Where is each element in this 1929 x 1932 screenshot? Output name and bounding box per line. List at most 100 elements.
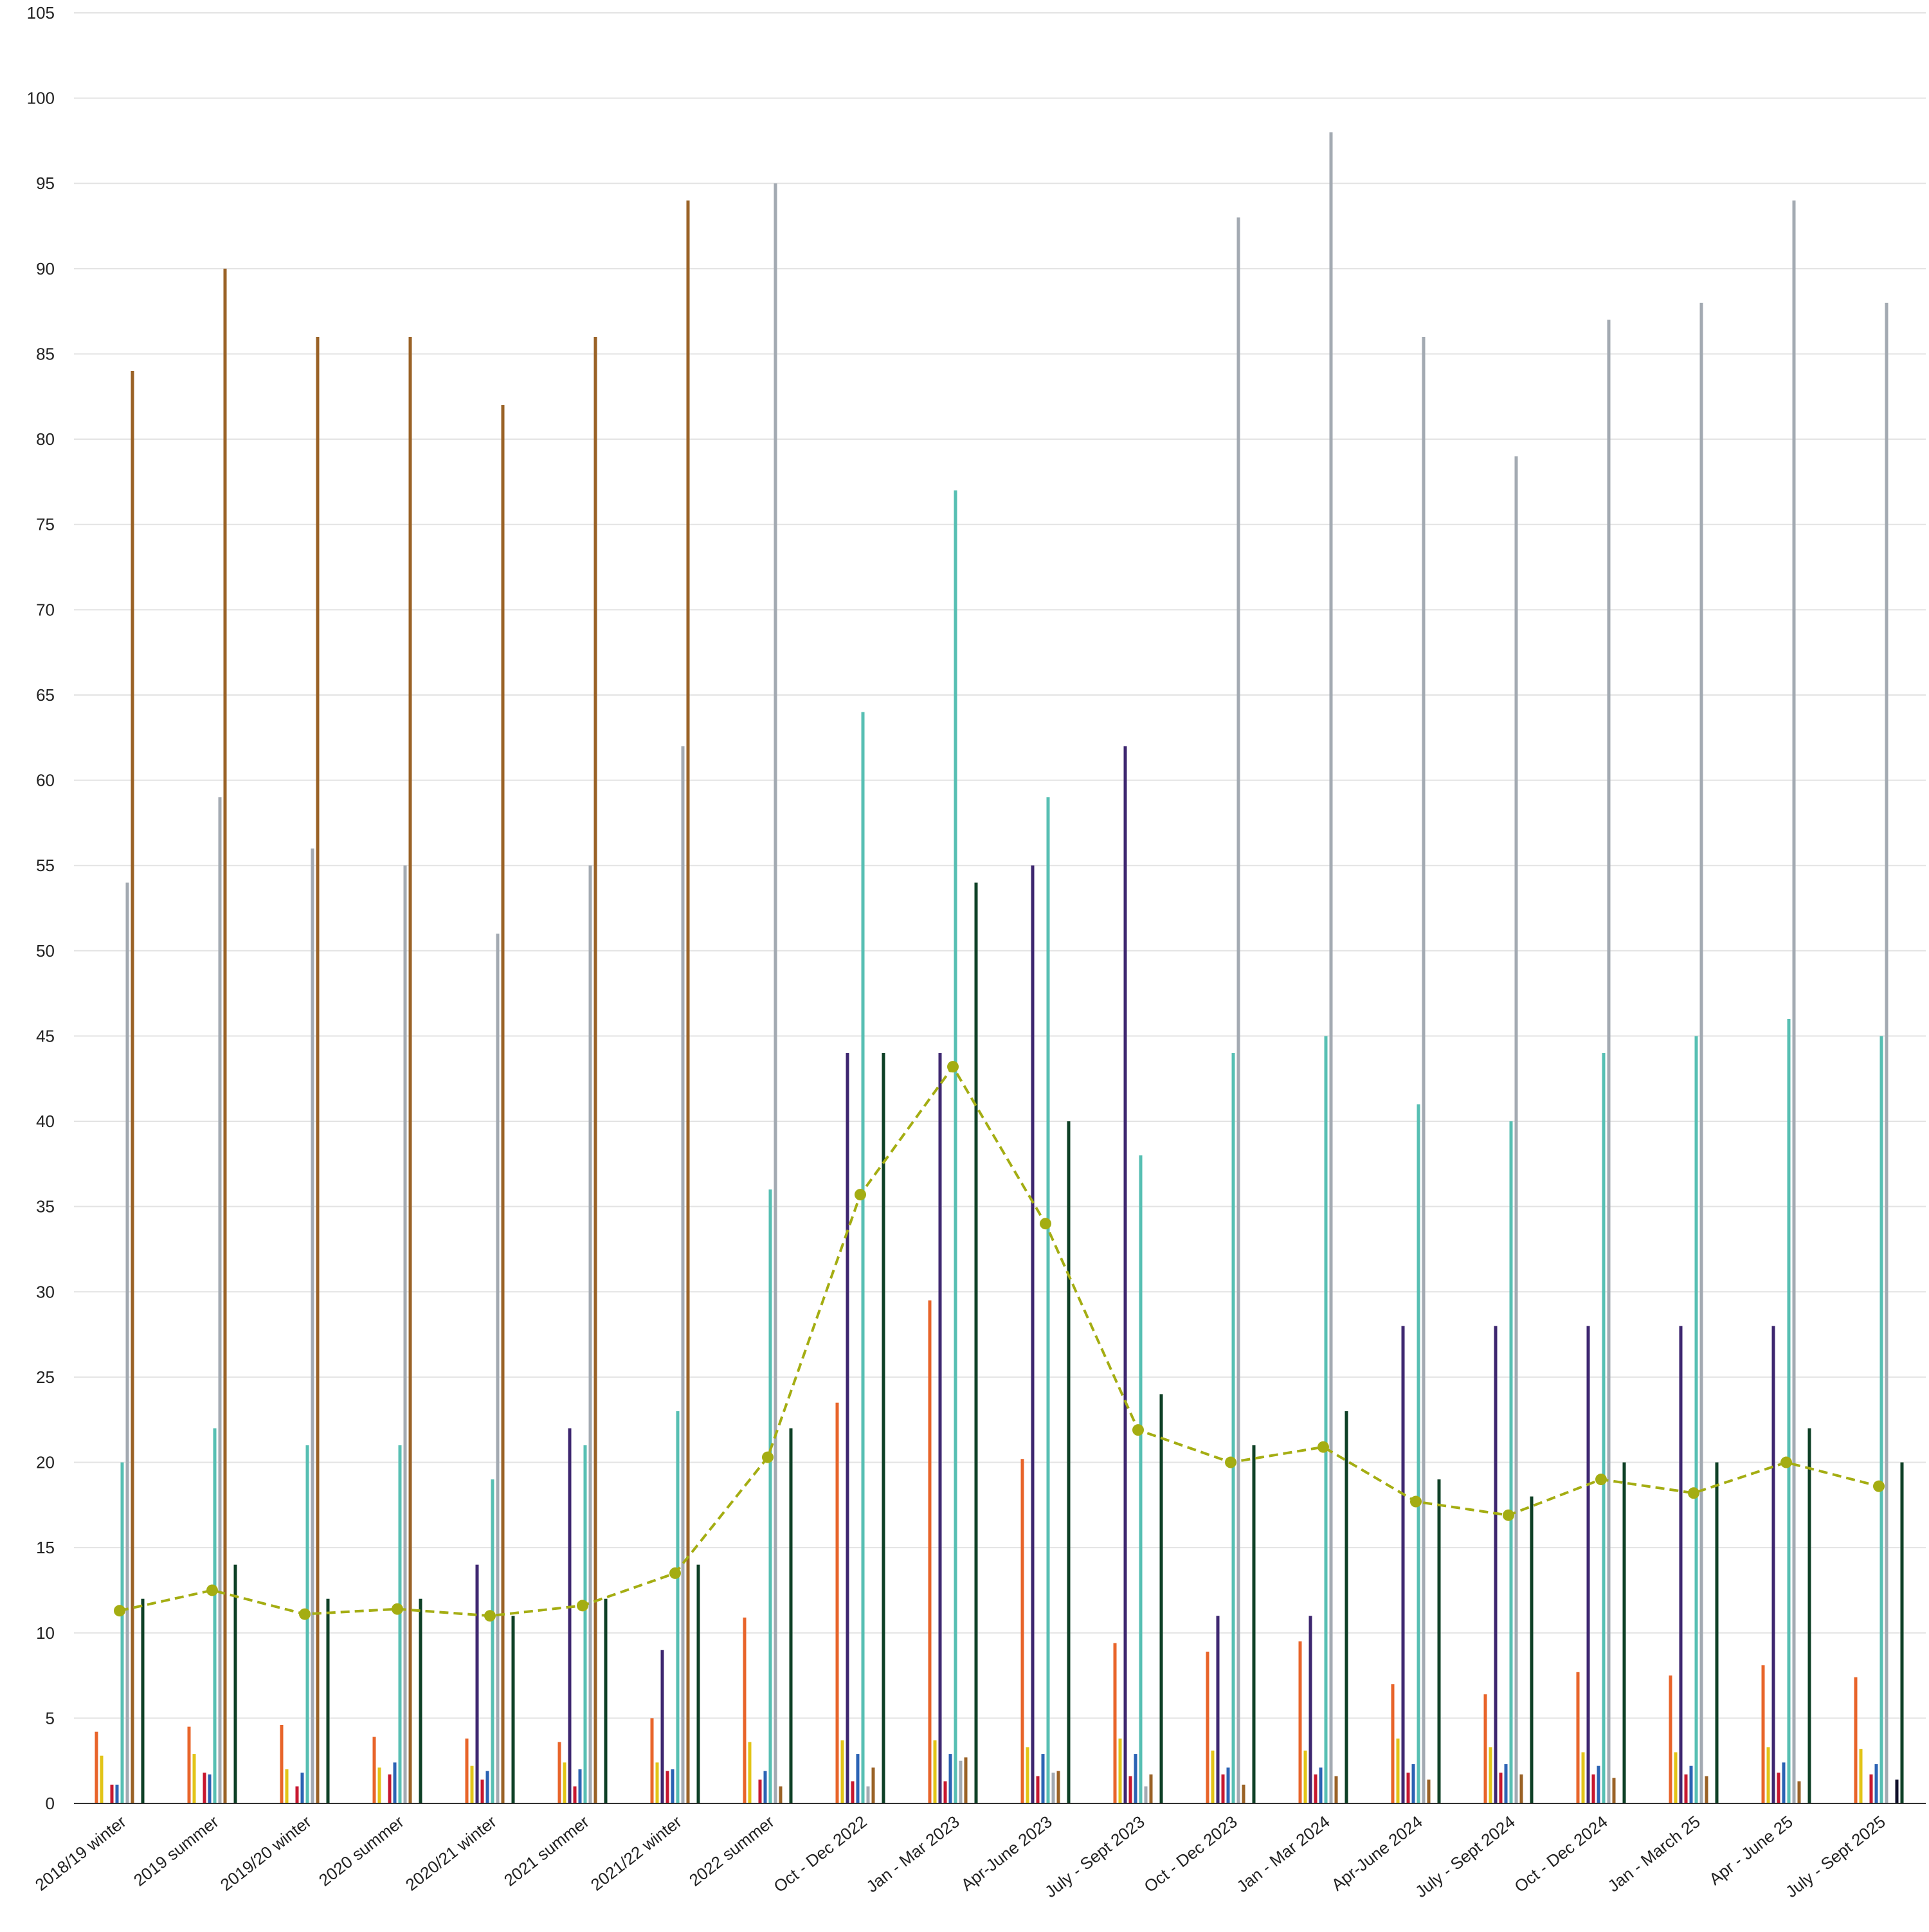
bar: [743, 1617, 747, 1803]
bar: [1807, 1428, 1811, 1803]
bar: [187, 1726, 191, 1803]
bar: [1056, 1771, 1060, 1803]
y-tick-label: 70: [36, 600, 55, 619]
bar: [774, 183, 777, 1804]
bar: [393, 1762, 397, 1803]
bar: [223, 268, 227, 1803]
bar: [1391, 1684, 1395, 1803]
bar: [593, 336, 597, 1803]
bar: [959, 1760, 963, 1803]
y-tick-label: 45: [36, 1026, 55, 1045]
bar: [563, 1762, 566, 1803]
bar: [1242, 1784, 1245, 1803]
bar: [1519, 1774, 1523, 1803]
x-tick-label: 2019/20 winter: [217, 1812, 315, 1895]
bar: [1319, 1767, 1323, 1803]
average-line-series: [114, 1061, 1885, 1622]
gridlines: [74, 12, 1926, 1719]
bar: [1345, 1411, 1348, 1803]
bar: [491, 1479, 494, 1803]
line-point: [762, 1451, 774, 1463]
bar: [1689, 1765, 1693, 1803]
bar: [1149, 1774, 1153, 1803]
bar: [928, 1300, 932, 1803]
bars: [95, 132, 1904, 1804]
bar: [1859, 1749, 1863, 1803]
line-point: [1225, 1456, 1236, 1468]
bar: [1771, 1326, 1775, 1803]
bar: [1329, 132, 1333, 1803]
x-tick-label: 2021/22 winter: [587, 1812, 685, 1895]
bar: [295, 1786, 299, 1803]
bar: [192, 1754, 196, 1803]
bar: [1334, 1776, 1338, 1803]
bar: [696, 1564, 700, 1803]
bar: [1699, 302, 1703, 1803]
y-tick-label: 20: [36, 1453, 55, 1472]
x-tick-label: Oct - Dec 2024: [1510, 1812, 1611, 1896]
x-tick-label: Jan - Mar 2023: [862, 1812, 963, 1896]
bar: [1309, 1616, 1312, 1803]
y-axis-tick-labels: 0 5 10 15 20 25 30 35 40 45 50 55 60 65 70 75 80 85 90 95 10…: [27, 3, 55, 1813]
bar: [583, 1445, 587, 1803]
bar: [856, 1754, 860, 1803]
bar: [1669, 1675, 1672, 1803]
bar: [1396, 1738, 1400, 1803]
bar: [120, 1462, 124, 1803]
bar: [1128, 1776, 1132, 1803]
bar: [403, 865, 407, 1803]
bar: [768, 1189, 772, 1803]
bar: [1046, 797, 1050, 1803]
bar: [954, 490, 957, 1803]
bar: [1900, 1462, 1904, 1803]
bar: [671, 1769, 675, 1803]
bar: [650, 1718, 654, 1803]
bar: [496, 934, 500, 1803]
bar: [1483, 1694, 1487, 1803]
bar: [1437, 1479, 1441, 1803]
bar: [1586, 1326, 1590, 1803]
y-tick-label: 90: [36, 259, 55, 278]
bar: [1494, 1326, 1498, 1803]
y-tick-label: 65: [36, 685, 55, 705]
y-tick-label: 35: [36, 1197, 55, 1216]
average-line: [119, 1064, 1879, 1618]
bar: [470, 1765, 474, 1803]
line-point: [1318, 1441, 1329, 1453]
bar: [1113, 1643, 1117, 1803]
bar: [840, 1740, 844, 1803]
bar: [1067, 1121, 1071, 1803]
bar: [604, 1598, 608, 1803]
bar: [480, 1779, 484, 1803]
bar: [1236, 217, 1240, 1804]
bar: [573, 1786, 577, 1803]
bar: [218, 797, 222, 1803]
bar: [233, 1564, 237, 1803]
bar: [398, 1445, 402, 1803]
bar: [1020, 1459, 1024, 1803]
line-point: [855, 1189, 866, 1201]
bar: [388, 1774, 392, 1803]
bar: [115, 1784, 119, 1803]
line-point: [392, 1603, 403, 1615]
bar: [1874, 1764, 1878, 1803]
y-tick-label: 15: [36, 1538, 55, 1557]
line-point: [1780, 1456, 1792, 1468]
bar: [1895, 1779, 1899, 1803]
bar: [1705, 1776, 1708, 1803]
bar: [1576, 1672, 1580, 1803]
bar: [311, 848, 314, 1803]
bar: [1591, 1774, 1595, 1803]
bar: [861, 712, 865, 1803]
bar: [95, 1731, 98, 1803]
bar: [655, 1762, 659, 1803]
bar: [501, 405, 505, 1803]
x-tick-label: 2018/19 winter: [32, 1812, 130, 1895]
bar: [1777, 1773, 1780, 1803]
bar: [1324, 1036, 1328, 1803]
bar: [686, 200, 690, 1803]
bar: [1123, 746, 1127, 1803]
bar: [1679, 1326, 1683, 1803]
